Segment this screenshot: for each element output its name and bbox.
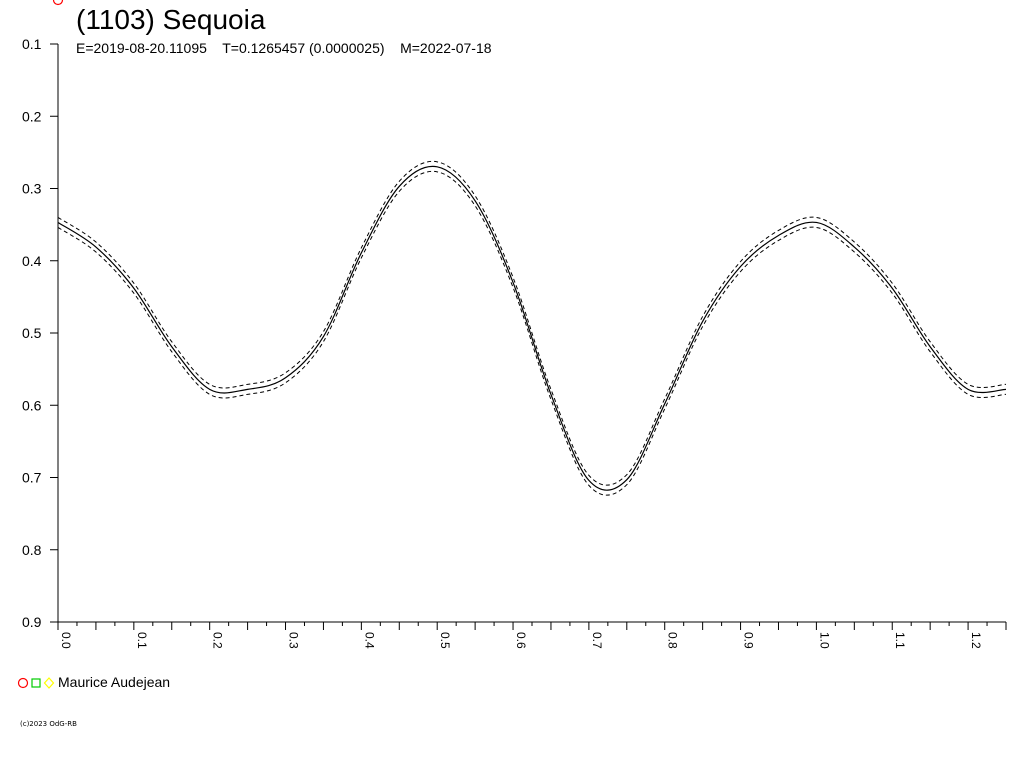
x-axis: 0.0 0.1 0.2 0.3 0.4 0.5 0.6 0.7 0.8 0.9 1.0 1.1 1.2 <box>57 621 1007 649</box>
fit-curve-upper <box>57 160 1007 486</box>
y-tick-label: 0.5 <box>22 325 42 341</box>
point-circle <box>52 0 64 6</box>
chart-title: (1103) Sequoia <box>76 4 266 35</box>
x-tick-label: 0.4 <box>362 632 376 649</box>
y-tick-label: 0.3 <box>22 181 42 197</box>
x-tick-label: 1.0 <box>817 632 831 649</box>
y-tick-label: 0.2 <box>22 108 42 124</box>
x-tick-label: 0.1 <box>135 632 149 649</box>
x-tick-label: 1.1 <box>893 632 907 649</box>
x-tick-label: 0.2 <box>211 632 225 649</box>
legend-markers <box>17 677 55 689</box>
y-tick-label: 0.8 <box>22 542 42 558</box>
fit-curve-line <box>57 165 1007 491</box>
y-tick-label: 0.9 <box>22 614 42 630</box>
x-tick-label: 0.8 <box>666 632 680 649</box>
y-tick-label: 0.6 <box>22 397 42 413</box>
legend-marker-square <box>31 678 41 688</box>
legend-observer-label: Maurice Audejean <box>58 674 171 690</box>
copyright: (c)2023 OdG-RB <box>20 720 77 728</box>
x-tick-label: 0.6 <box>514 632 528 649</box>
y-tick-label: 0.1 <box>22 36 42 52</box>
x-tick-label: 0.9 <box>742 632 756 649</box>
series-circle <box>52 0 64 6</box>
lightcurve-chart: 0.1 0.2 0.3 0.4 0.5 0.6 0.7 0.8 0.9 0.0 0.1 0.2 0.3… <box>22 0 1007 649</box>
fit-curve <box>57 160 1007 496</box>
x-tick-label: 0.3 <box>287 632 301 649</box>
legend-marker-diamond <box>43 677 55 689</box>
x-tick-label: 1.2 <box>969 632 983 649</box>
y-tick-label: 0.7 <box>22 470 42 486</box>
epoch-period-info: E=2019-08-20.11095 T=0.1265457 (0.000002… <box>76 40 492 56</box>
y-tick-label: 0.4 <box>22 253 42 269</box>
legend-marker-circle <box>17 677 29 689</box>
fit-curve-lower <box>57 170 1007 496</box>
x-tick-label: 0.0 <box>59 632 73 649</box>
x-tick-label: 0.7 <box>590 632 604 649</box>
y-axis: 0.1 0.2 0.3 0.4 0.5 0.6 0.7 0.8 0.9 <box>22 36 59 630</box>
data-points <box>52 0 64 6</box>
x-tick-label: 0.5 <box>438 632 452 649</box>
